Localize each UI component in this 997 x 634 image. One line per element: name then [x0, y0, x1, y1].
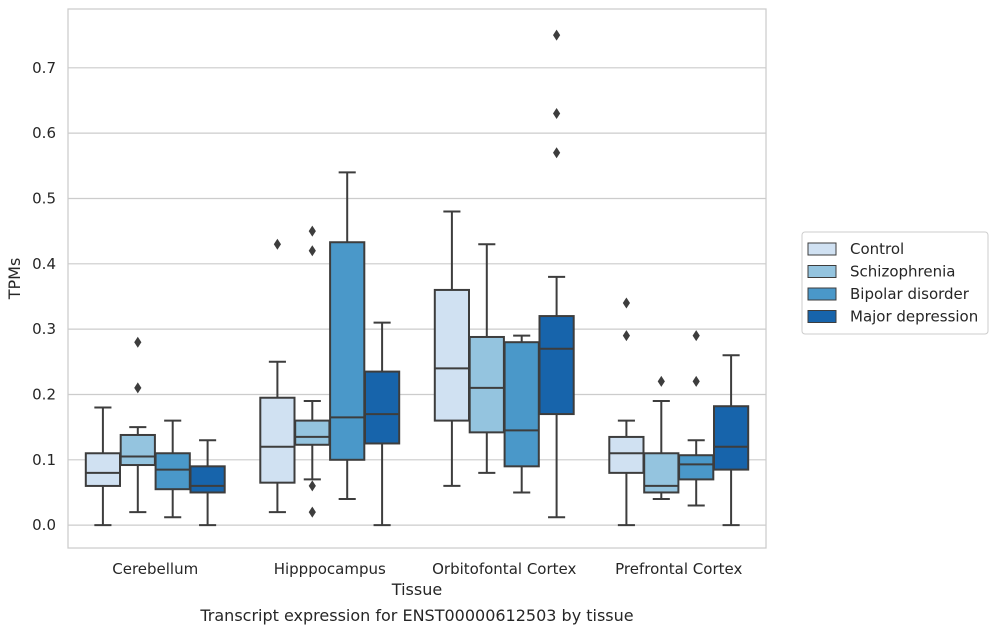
box [608, 435, 645, 474]
outlier-point [692, 375, 700, 387]
outlier-point [553, 29, 561, 41]
box [154, 452, 191, 491]
y-tick-label: 0.4 [32, 255, 56, 273]
box [119, 433, 156, 467]
outlier-point [657, 375, 665, 387]
legend-swatch [807, 265, 837, 278]
box-plot [189, 439, 226, 527]
y-tick-label: 0.2 [32, 385, 56, 403]
y-tick-label: 0.0 [32, 516, 56, 534]
outlier-point [553, 108, 561, 120]
box-plot [538, 29, 575, 519]
legend-swatch [807, 287, 837, 301]
box-plot [503, 334, 540, 494]
legend-swatch [807, 310, 837, 323]
box-plot [119, 336, 156, 514]
outlier-point [134, 382, 142, 394]
box [538, 315, 575, 416]
box-plot [329, 171, 366, 500]
x-tick-label: Hipppocampus [274, 560, 386, 578]
legend-label: Bipolar disorder [850, 285, 970, 303]
y-tick-label: 0.1 [32, 451, 56, 469]
x-axis-ticks: Cerebellum Hipppocampus Orbitofontal Corte… [112, 560, 742, 578]
box [712, 405, 750, 471]
box-plot [468, 243, 505, 474]
legend-label: Schizophrenia [850, 263, 955, 281]
outlier-point [553, 147, 561, 159]
box-plot [712, 354, 750, 527]
legend: Control Schizophrenia Bipolar disorder Majo… [801, 231, 989, 335]
outlier-point [273, 238, 281, 250]
box-plot [259, 238, 296, 514]
legend-swatch [807, 242, 837, 256]
plot-area: 0.0 0.1 0.2 0.3 0.4 0.5 0.6 0.7 Cerebellum Hippp… [32, 8, 767, 578]
box [84, 452, 122, 487]
box [363, 370, 401, 445]
box [468, 335, 505, 434]
x-axis-label: Tissue [391, 580, 442, 599]
chart-caption: Transcript expression for ENST0000061250… [199, 606, 633, 625]
box [189, 465, 226, 494]
x-tick-label: Orbitofontal Cortex [432, 560, 576, 578]
outlier-point [692, 330, 700, 342]
outlier-point [622, 330, 630, 342]
legend-frame [801, 231, 989, 335]
y-axis-label: TPMs [5, 258, 24, 301]
x-tick-label: Cerebellum [112, 560, 198, 578]
outlier-point [622, 297, 630, 309]
box-plot [84, 406, 122, 527]
outlier-point [308, 225, 316, 237]
box-plot [363, 321, 401, 527]
outlier-point [308, 506, 316, 518]
y-tick-label: 0.6 [32, 124, 56, 142]
box-layer [84, 29, 750, 527]
legend-items: Control Schizophrenia Bipolar disorder Majo… [807, 240, 978, 326]
box [259, 396, 296, 484]
box [294, 419, 331, 446]
x-tick-label: Prefrontal Cortex [615, 560, 742, 578]
legend-label: Major depression [850, 308, 978, 326]
box [329, 241, 366, 461]
y-tick-label: 0.5 [32, 189, 56, 207]
outlier-point [308, 480, 316, 492]
box [678, 454, 715, 481]
box [503, 341, 540, 468]
y-axis-ticks: 0.0 0.1 0.2 0.3 0.4 0.5 0.6 0.7 [32, 59, 56, 534]
box-plot [643, 375, 680, 500]
y-tick-label: 0.3 [32, 320, 56, 338]
box-plot [154, 419, 191, 519]
outlier-point [134, 336, 142, 348]
y-tick-label: 0.7 [32, 59, 56, 77]
legend-label: Control [850, 240, 904, 258]
plot-frame [67, 8, 767, 549]
box [433, 288, 471, 422]
outlier-point [308, 245, 316, 257]
box-plot [433, 210, 471, 487]
